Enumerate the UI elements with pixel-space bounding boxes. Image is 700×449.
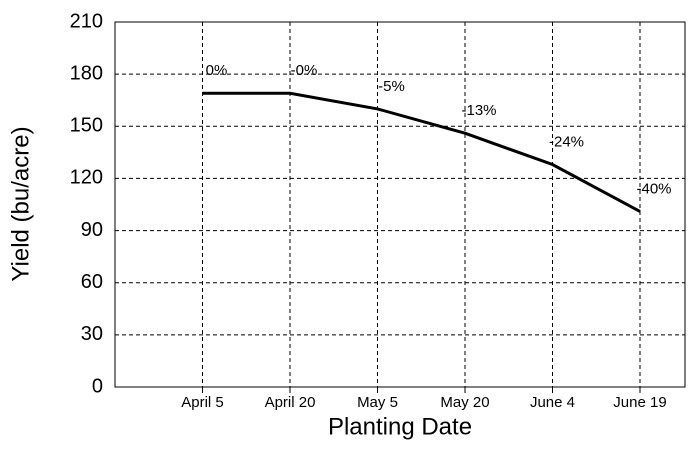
change-label: -13% [461,102,496,119]
change-label: -24% [549,133,584,150]
x-tick-label: May 5 [357,394,398,411]
change-label: -40% [636,180,671,197]
y-tick-label: 120 [70,167,103,189]
x-tick-label: April 5 [181,394,224,411]
change-label: -5% [378,78,405,95]
y-tick-label: 90 [81,219,103,241]
plot-frame [114,21,686,388]
y-tick-label: 60 [81,271,103,293]
y-tick-label: 210 [70,10,103,32]
x-tick-label: May 20 [440,394,489,411]
change-label: -0% [291,62,318,79]
y-tick-label: 30 [81,323,103,345]
data-line [202,91,641,213]
y-axis-title: Yield (bu/acre) [7,126,34,281]
y-tick-label: 150 [70,115,103,137]
y-tick-label: 0 [92,375,103,397]
x-tick-label: April 20 [265,394,316,411]
change-label: 0% [206,62,228,79]
x-tick-label: June 4 [530,394,575,411]
y-tick-label: 180 [70,62,103,84]
x-axis-title: Planting Date [328,413,472,440]
x-tick-label: June 19 [613,394,666,411]
